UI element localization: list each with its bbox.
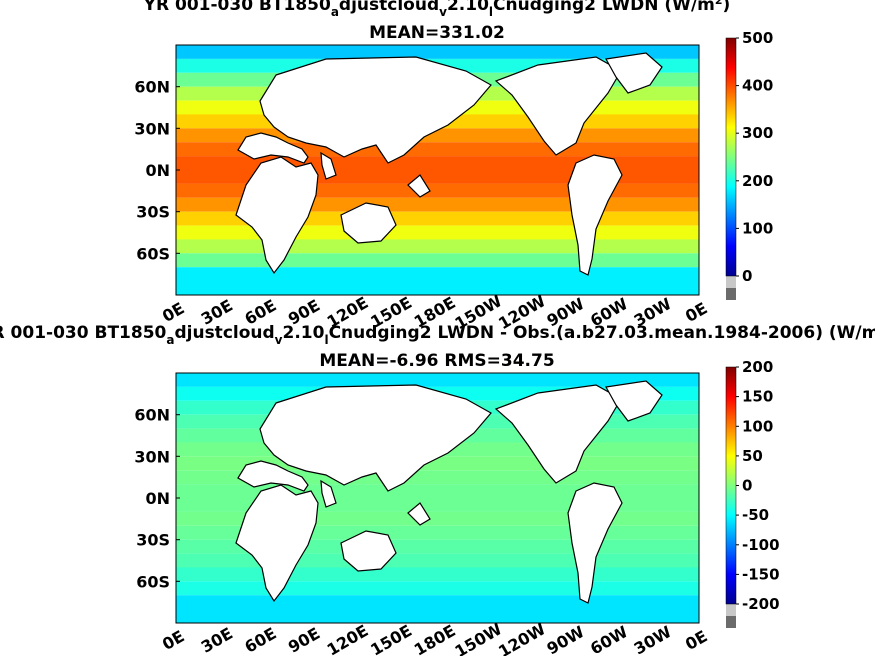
zonal-band: [176, 553, 699, 568]
zonal-band: [176, 45, 699, 59]
y-tick-label: 30S: [136, 203, 170, 222]
colorbar-white-top: [726, 276, 736, 288]
y-tick-label: 60S: [136, 572, 170, 591]
colorbar-tick-label: -100: [742, 536, 780, 554]
zonal-band: [176, 373, 699, 387]
colorbar-bottom: 200 150 100 50 0 -50 -100 -150 -200: [725, 358, 780, 628]
y-tick-label: 60N: [134, 78, 170, 97]
zonal-band: [176, 595, 699, 623]
y-tick-label: 30N: [134, 119, 170, 138]
colorbar-tick-label: -150: [742, 565, 780, 583]
colorbar-gray-top: [726, 288, 736, 300]
chart-subtitle-top: MEAN=331.02: [369, 23, 505, 43]
colorbar-tick-label: 100: [742, 219, 773, 237]
colorbar-tick-label: 50: [742, 447, 763, 465]
chart-title-top: YR 001-030 BT1850adjustcloudv2.10lCnudgi…: [143, 0, 731, 19]
colorbar-tick-label: -50: [742, 506, 769, 524]
y-tick-label: 60N: [134, 406, 170, 425]
x-tick-label: 60E: [241, 624, 279, 656]
colorbar-tick-label: 300: [742, 124, 773, 142]
map-panel-bottom: YR 001-030 BT1850adjustcloudv2.10lCnudgi…: [0, 322, 875, 656]
colorbar-tick-label: 200: [742, 358, 773, 376]
colorbar-gradient-top: [725, 37, 737, 277]
y-tick-label: 0N: [145, 161, 170, 180]
x-tick-label: 90E: [285, 624, 323, 656]
x-tick-label: 180E: [411, 621, 459, 656]
x-tick-label: 90W: [544, 622, 588, 656]
y-tick-label: 60S: [136, 244, 170, 263]
y-tick-label: 0N: [145, 489, 170, 508]
chart-title-bottom: YR 001-030 BT1850adjustcloudv2.10lCnudgi…: [0, 322, 875, 347]
colorbar-tick-label: 400: [742, 77, 773, 95]
colorbar-tick-label: -200: [742, 595, 780, 613]
x-tick-label: 0E: [159, 626, 188, 653]
x-tick-label: 0E: [159, 298, 188, 325]
y-tick-label: 30N: [134, 447, 170, 466]
colorbar-tick-label: 200: [742, 172, 773, 190]
colorbar-white-bottom: [726, 604, 736, 616]
colorbar-top: 500 400 300 200 100 0: [725, 29, 773, 300]
colorbar-ticks-top: 500 400 300 200 100 0: [736, 29, 773, 285]
colorbar-ticks-bottom: 200 150 100 50 0 -50 -100 -150 -200: [736, 358, 780, 613]
zonal-band: [176, 239, 699, 254]
map-panel-top: YR 001-030 BT1850adjustcloudv2.10lCnudgi…: [134, 0, 773, 333]
x-tick-label: 30E: [198, 624, 236, 656]
colorbar-tick-label: 0: [742, 267, 752, 285]
colorbar-tick-label: 150: [742, 388, 773, 406]
zonal-band: [176, 225, 699, 240]
zonal-band: [176, 253, 699, 268]
x-tick-label: 120E: [324, 621, 372, 656]
colorbar-gradient-bottom: [725, 366, 737, 605]
x-tick-label: 0E: [682, 298, 711, 325]
zonal-band: [176, 267, 699, 295]
zonal-band: [176, 581, 699, 596]
chart-subtitle-bottom: MEAN=-6.96 RMS=34.75: [319, 351, 554, 371]
colorbar-tick-label: 0: [742, 477, 752, 495]
colorbar-gray-bottom: [726, 616, 736, 628]
colorbar-tick-label: 100: [742, 417, 773, 435]
x-tick-label: 60W: [587, 622, 631, 656]
x-tick-label: 120W: [495, 619, 549, 656]
x-tick-label: 30W: [631, 622, 675, 656]
x-tick-label: 0E: [682, 626, 711, 653]
x-tick-label: 150E: [367, 621, 415, 656]
colorbar-tick-label: 500: [742, 29, 773, 47]
y-tick-label: 30S: [136, 531, 170, 550]
zonal-band: [176, 567, 699, 582]
